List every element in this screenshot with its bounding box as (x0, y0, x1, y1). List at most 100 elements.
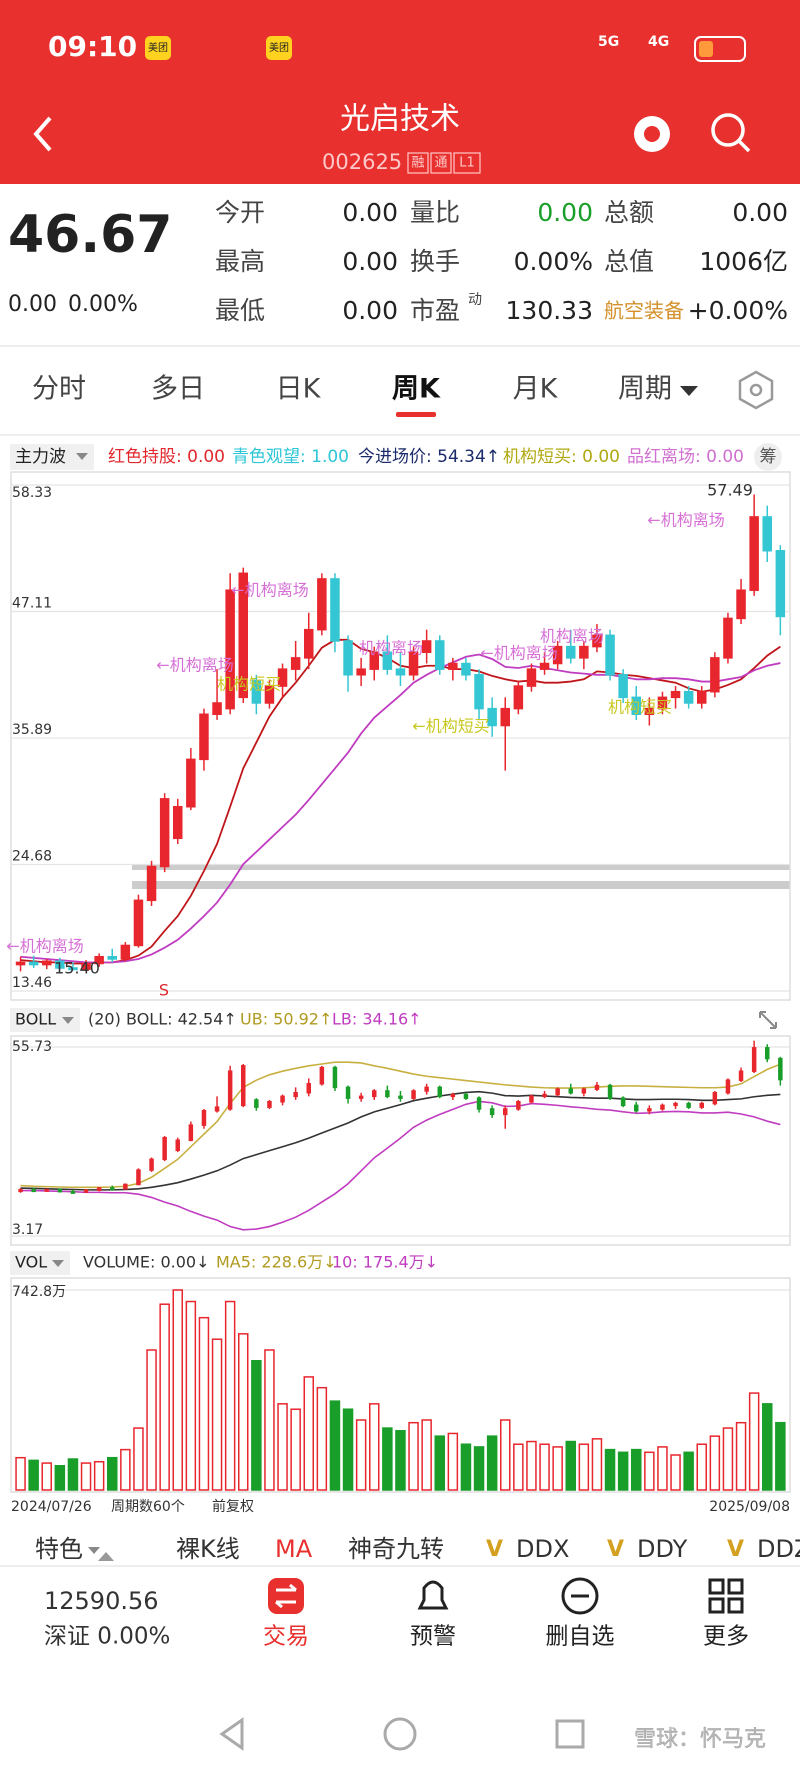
indicator-tab[interactable]: 神奇九转 (348, 1535, 444, 1563)
support-band (132, 881, 790, 889)
y-tick-label: 13.46 (12, 975, 52, 991)
volume-bar (657, 1446, 668, 1491)
x-axis-label: 2024/07/26 (11, 1499, 92, 1515)
back-button[interactable] (33, 116, 52, 152)
volume-bar (486, 1435, 498, 1491)
dropdown-arrow (680, 386, 698, 396)
indicator-tab[interactable]: DDX (516, 1535, 569, 1563)
quote-value: 0.00% (514, 247, 593, 276)
candle-body (605, 634, 615, 676)
candle-body (618, 674, 628, 699)
header-bg (0, 0, 800, 184)
nav-item[interactable]: 预警 (410, 1624, 456, 1650)
nav-item[interactable]: 删自选 (546, 1624, 615, 1650)
indicator-tab[interactable]: MA (275, 1535, 313, 1563)
vol-legend: MA5: 228.6万↓ (216, 1253, 337, 1272)
candle-body (42, 960, 52, 966)
candle-body (212, 702, 222, 716)
volume-bar (539, 1443, 550, 1491)
candle-body (146, 865, 157, 902)
volume-bar (355, 1419, 367, 1491)
nav-back[interactable] (219, 1717, 244, 1751)
signal-annotation: 机构离场 (359, 639, 423, 658)
candle-body (306, 1083, 311, 1094)
candle-body (186, 758, 196, 808)
volume-bar (513, 1443, 524, 1491)
app-icon-label: 美团 (148, 41, 168, 54)
volume-bar (67, 1458, 79, 1491)
candle-body (697, 690, 707, 704)
tab[interactable]: 周K (392, 374, 441, 405)
boll-mid (20, 1090, 781, 1191)
candle-body (382, 651, 393, 670)
candle-body (280, 1095, 285, 1103)
volume-bar (644, 1451, 655, 1491)
nav-item[interactable]: 更多 (703, 1624, 749, 1650)
more-icon[interactable] (708, 1578, 744, 1614)
candle-body (372, 1090, 377, 1098)
signal-annotation: 机构短买 (217, 675, 281, 694)
candle-body (437, 1086, 442, 1098)
unfollow-icon[interactable] (561, 1577, 599, 1615)
volume-bar (211, 1338, 223, 1491)
tab[interactable]: 月K (513, 374, 559, 405)
app-icon-label: 美团 (269, 41, 289, 54)
y-tick-label: 58.33 (12, 485, 52, 501)
indicator-tab[interactable]: 特色 (35, 1535, 83, 1563)
trade-icon[interactable] (268, 1578, 304, 1614)
tab[interactable]: 分时 (32, 374, 86, 405)
volume-bar (251, 1360, 262, 1491)
volume-bar (120, 1448, 131, 1491)
quote-value: 0.00 (342, 247, 398, 276)
candle-body (450, 1093, 456, 1098)
candle-body (683, 690, 694, 704)
volume-bar (303, 1376, 314, 1491)
candle-body (749, 516, 759, 591)
expand-icon[interactable] (759, 1011, 777, 1029)
candle-body (317, 578, 327, 631)
volume-bar (604, 1448, 616, 1491)
volume-bar (408, 1421, 419, 1491)
candle-body (736, 589, 746, 620)
candle-body (592, 634, 602, 648)
status-time: 09:10 (48, 30, 137, 63)
volume-bar (578, 1443, 590, 1491)
candle-body (175, 1139, 180, 1152)
volume-bar (277, 1403, 288, 1491)
candle-body (395, 668, 406, 676)
indicator-tab[interactable]: 裸K线 (176, 1535, 240, 1563)
tab[interactable]: 日K (276, 374, 322, 405)
nav-recent[interactable] (555, 1719, 585, 1749)
candle-body (526, 668, 537, 687)
tab[interactable]: 周期 (618, 374, 672, 405)
chip-button[interactable] (754, 443, 782, 471)
search-icon[interactable] (711, 113, 745, 147)
candle-body (225, 589, 235, 710)
alert-icon[interactable] (417, 1580, 449, 1610)
candle-body (738, 1070, 744, 1081)
last-price: 46.67 (8, 205, 172, 265)
candle-body (356, 668, 366, 676)
candle-body (123, 1183, 128, 1190)
settings-icon[interactable] (738, 370, 774, 410)
nav-home[interactable] (383, 1717, 417, 1751)
volume-bar (526, 1440, 537, 1491)
volume-bar (722, 1427, 734, 1491)
candle-body (57, 1188, 63, 1193)
volume-bar (696, 1443, 707, 1491)
candle-body (660, 1104, 665, 1110)
candle-body (555, 1088, 560, 1096)
vol-legend: 10: 175.4万↓ (332, 1253, 438, 1272)
candle-body (214, 1106, 220, 1112)
indicator-tab[interactable]: DDZ (757, 1535, 800, 1563)
battery-level (699, 41, 713, 57)
tab[interactable]: 多日 (151, 374, 205, 405)
volume-bar (15, 1456, 26, 1491)
candle-body (607, 1084, 613, 1099)
candle-body (686, 1102, 691, 1108)
volume-bar (395, 1430, 406, 1491)
candle-body (529, 1095, 534, 1103)
volume-bar (434, 1435, 445, 1491)
nav-item[interactable]: 交易 (263, 1624, 309, 1650)
indicator-tab[interactable]: DDY (637, 1535, 688, 1563)
